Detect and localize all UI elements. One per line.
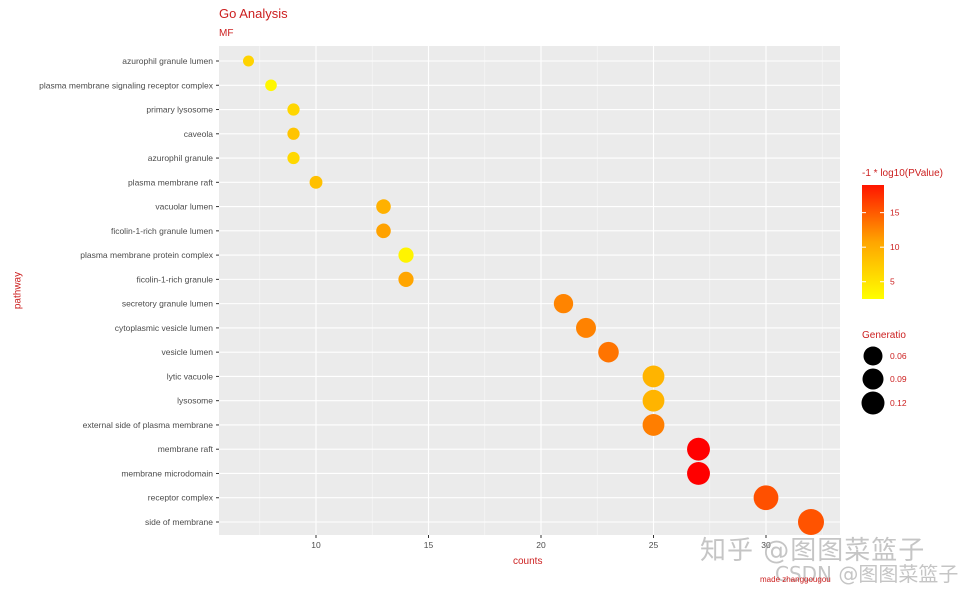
data-point (753, 485, 779, 511)
size-legend-label: 0.12 (890, 398, 907, 408)
y-tick-label: plasma membrane protein complex (80, 250, 214, 260)
y-tick-label: cytoplasmic vesicle lumen (115, 323, 214, 333)
data-point (798, 509, 824, 535)
chart-title: Go Analysis (219, 6, 288, 21)
y-tick-label: primary lysosome (146, 105, 213, 115)
x-tick-label: 30 (761, 540, 771, 550)
data-point (398, 271, 414, 287)
data-point (598, 341, 619, 363)
x-tick-label: 20 (536, 540, 546, 550)
data-point (376, 199, 391, 214)
size-legend-title: Generatio (862, 330, 906, 341)
data-point (265, 79, 277, 92)
y-tick-label: ficolin-1-rich granule (136, 274, 213, 284)
size-legend: 0.06 0.09 0.12 (861, 346, 907, 415)
y-axis: azurophil granule lumen plasma membrane s… (39, 56, 219, 527)
chart-caption: made zhanggougou (760, 575, 831, 584)
y-tick-label: receptor complex (148, 493, 214, 503)
data-point (376, 223, 391, 239)
x-axis-label: counts (513, 556, 543, 567)
y-tick-label: lytic vacuole (167, 371, 214, 381)
y-tick-label: secretory granule lumen (122, 299, 213, 309)
color-legend-title: -1 * log10(PValue) (862, 168, 943, 179)
chart-subtitle: MF (219, 28, 234, 39)
data-point (287, 151, 300, 165)
data-point (309, 175, 323, 189)
data-point (287, 127, 300, 140)
y-tick-label: side of membrane (145, 517, 213, 527)
y-tick-label: vacuolar lumen (155, 202, 213, 212)
data-point (687, 462, 710, 485)
data-point (287, 103, 300, 116)
x-tick-label: 15 (424, 540, 434, 550)
y-tick-label: plasma membrane raft (128, 177, 214, 187)
color-legend-label: 5 (890, 277, 895, 287)
plot-panel (219, 46, 840, 535)
y-tick-label: vesicle lumen (162, 347, 214, 357)
size-legend-label: 0.06 (890, 351, 907, 361)
x-tick-label: 10 (311, 540, 321, 550)
data-point (398, 247, 414, 263)
data-point (642, 365, 665, 388)
size-legend-dot (861, 391, 885, 415)
y-tick-label: external side of plasma membrane (83, 420, 214, 430)
size-legend-label: 0.09 (890, 374, 907, 384)
x-tick-label: 25 (649, 540, 659, 550)
y-axis-label: pathway (12, 271, 24, 310)
size-legend-dot (863, 346, 883, 366)
data-point (553, 293, 574, 314)
data-points (243, 55, 824, 535)
y-tick-label: membrane raft (158, 444, 214, 454)
y-tick-label: caveola (184, 129, 214, 139)
color-legend: 5 10 15 (862, 185, 900, 299)
y-tick-label: plasma membrane signaling receptor compl… (39, 80, 214, 90)
y-tick-label: azurophil granule (148, 153, 213, 163)
color-legend-label: 10 (890, 242, 900, 252)
data-point (687, 437, 710, 461)
data-point (243, 55, 254, 67)
gridlines (219, 46, 840, 535)
data-point (642, 414, 665, 436)
y-tick-label: membrane microdomain (121, 468, 213, 478)
y-tick-label: lysosome (177, 396, 213, 406)
x-axis: 10 15 20 25 30 (311, 535, 771, 550)
data-point (576, 317, 596, 338)
size-legend-dot (862, 368, 884, 390)
y-tick-label: ficolin-1-rich granule lumen (111, 226, 213, 236)
y-tick-label: azurophil granule lumen (122, 56, 213, 66)
data-point (642, 389, 665, 412)
color-legend-label: 15 (890, 208, 900, 218)
color-scale-bar (862, 185, 884, 299)
